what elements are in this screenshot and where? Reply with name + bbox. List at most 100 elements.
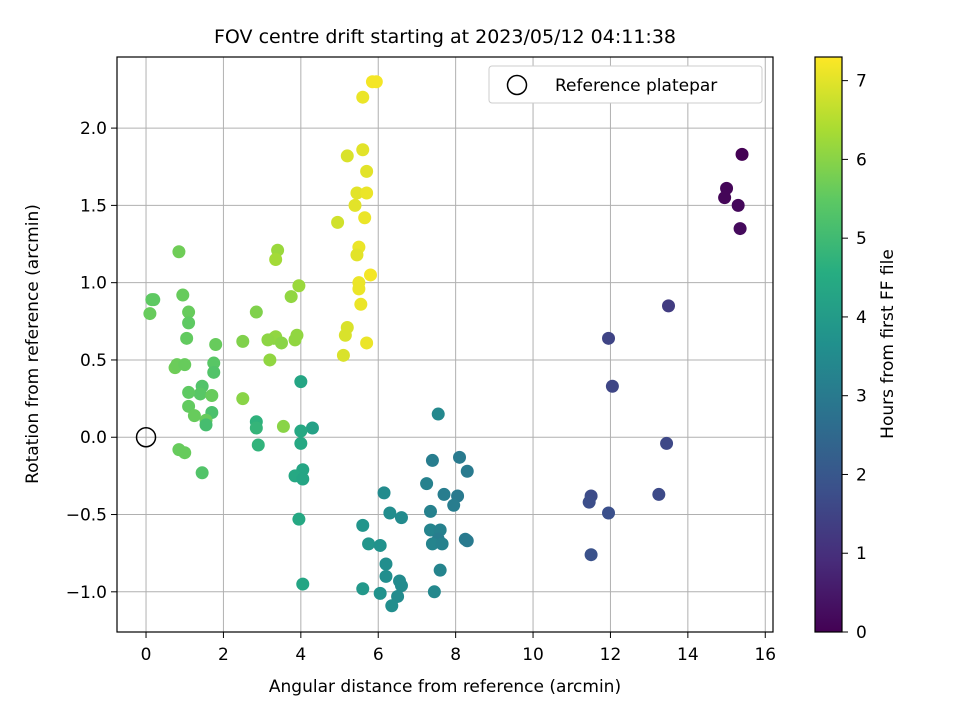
data-point <box>373 586 387 600</box>
data-point <box>385 599 399 613</box>
legend-reference-marker <box>506 74 528 96</box>
data-point <box>391 589 405 603</box>
data-point <box>178 446 192 460</box>
data-point <box>379 557 393 571</box>
data-points <box>143 75 749 613</box>
x-tick-label: 12 <box>600 645 622 665</box>
y-axis-label: Rotation from reference (arcmin) <box>23 204 43 484</box>
data-point <box>356 143 370 157</box>
data-point <box>294 436 308 450</box>
y-tick-label: 1.0 <box>80 274 107 294</box>
data-point <box>460 534 474 548</box>
y-tick-label: 0.0 <box>80 428 107 448</box>
data-point <box>358 211 372 225</box>
data-point <box>147 293 161 307</box>
data-point <box>652 487 666 501</box>
data-point <box>423 504 437 518</box>
data-point <box>425 537 439 551</box>
data-point <box>660 436 674 450</box>
data-point <box>427 585 441 599</box>
colorbar-tick-label: 7 <box>856 72 867 92</box>
data-point <box>363 268 377 282</box>
data-point <box>356 90 370 104</box>
colorbar: 0 1 2 3 4 5 6 7 Hours from first FF file <box>814 56 898 643</box>
data-point <box>435 537 449 551</box>
data-point <box>199 418 213 432</box>
data-point <box>205 389 219 403</box>
data-point <box>447 498 461 512</box>
colorbar-frame <box>814 56 843 633</box>
data-point <box>379 569 393 583</box>
data-point <box>425 453 439 467</box>
data-point <box>187 409 201 423</box>
data-point <box>182 316 196 330</box>
data-point <box>356 582 370 596</box>
data-point <box>350 186 364 200</box>
chart-title: FOV centre drift starting at 2023/05/12 … <box>214 26 676 48</box>
data-point <box>460 464 474 478</box>
y-tick-label: 2.0 <box>80 119 107 139</box>
colorbar-gradient <box>815 57 842 632</box>
data-point <box>420 477 434 491</box>
x-tick-label: 16 <box>754 645 776 665</box>
data-point <box>207 356 221 370</box>
colorbar-tick-label: 0 <box>856 623 867 643</box>
data-point <box>373 538 387 552</box>
data-point <box>178 358 192 372</box>
y-tick-label: −1.0 <box>66 583 107 603</box>
colorbar-tick-label: 5 <box>856 229 867 249</box>
x-axis-label: Angular distance from reference (arcmin) <box>269 677 621 697</box>
data-point <box>263 353 277 367</box>
data-point <box>437 487 451 501</box>
colorbar-tick-label: 6 <box>856 150 867 170</box>
data-point <box>340 149 354 163</box>
data-point <box>331 215 345 229</box>
x-tick-label: 6 <box>373 645 384 665</box>
data-point <box>369 75 383 89</box>
colorbar-ticks: 0 1 2 3 4 5 6 7 <box>842 72 867 643</box>
data-point <box>236 392 250 406</box>
data-point <box>290 328 304 342</box>
data-point <box>236 334 250 348</box>
data-point <box>207 365 221 379</box>
data-point <box>182 385 196 399</box>
data-point <box>249 421 263 435</box>
data-point <box>360 186 374 200</box>
data-point <box>338 328 352 342</box>
data-point <box>360 164 374 178</box>
data-point <box>276 419 290 433</box>
data-point <box>354 297 368 311</box>
data-point <box>195 466 209 480</box>
data-point <box>383 506 397 520</box>
x-tick-label: 10 <box>522 645 544 665</box>
data-point <box>176 288 190 302</box>
data-point <box>394 579 408 593</box>
data-point <box>294 424 308 438</box>
legend-label: Reference platepar <box>555 76 717 96</box>
legend: Reference platepar <box>488 65 763 104</box>
data-point <box>336 348 350 362</box>
colorbar-tick-label: 3 <box>856 387 867 407</box>
data-point <box>352 282 366 296</box>
data-point <box>356 518 370 532</box>
data-point <box>292 279 306 293</box>
colorbar-label: Hours from first FF file <box>878 249 898 439</box>
data-point <box>733 222 747 236</box>
data-point <box>251 438 265 452</box>
data-point <box>249 305 263 319</box>
x-tick-label: 2 <box>218 645 229 665</box>
data-point <box>348 198 362 212</box>
data-point <box>296 577 310 591</box>
colorbar-tick-label: 4 <box>856 308 867 328</box>
data-point <box>394 511 408 525</box>
y-tick-label: 0.5 <box>80 351 107 371</box>
legend-box <box>488 65 763 104</box>
x-axis-ticks: 0 2 4 6 8 10 12 14 16 <box>141 632 776 665</box>
data-point <box>584 548 598 562</box>
data-point <box>582 495 596 509</box>
data-point <box>423 523 437 537</box>
data-point <box>193 387 207 401</box>
data-point <box>261 333 275 347</box>
data-point <box>350 248 364 262</box>
